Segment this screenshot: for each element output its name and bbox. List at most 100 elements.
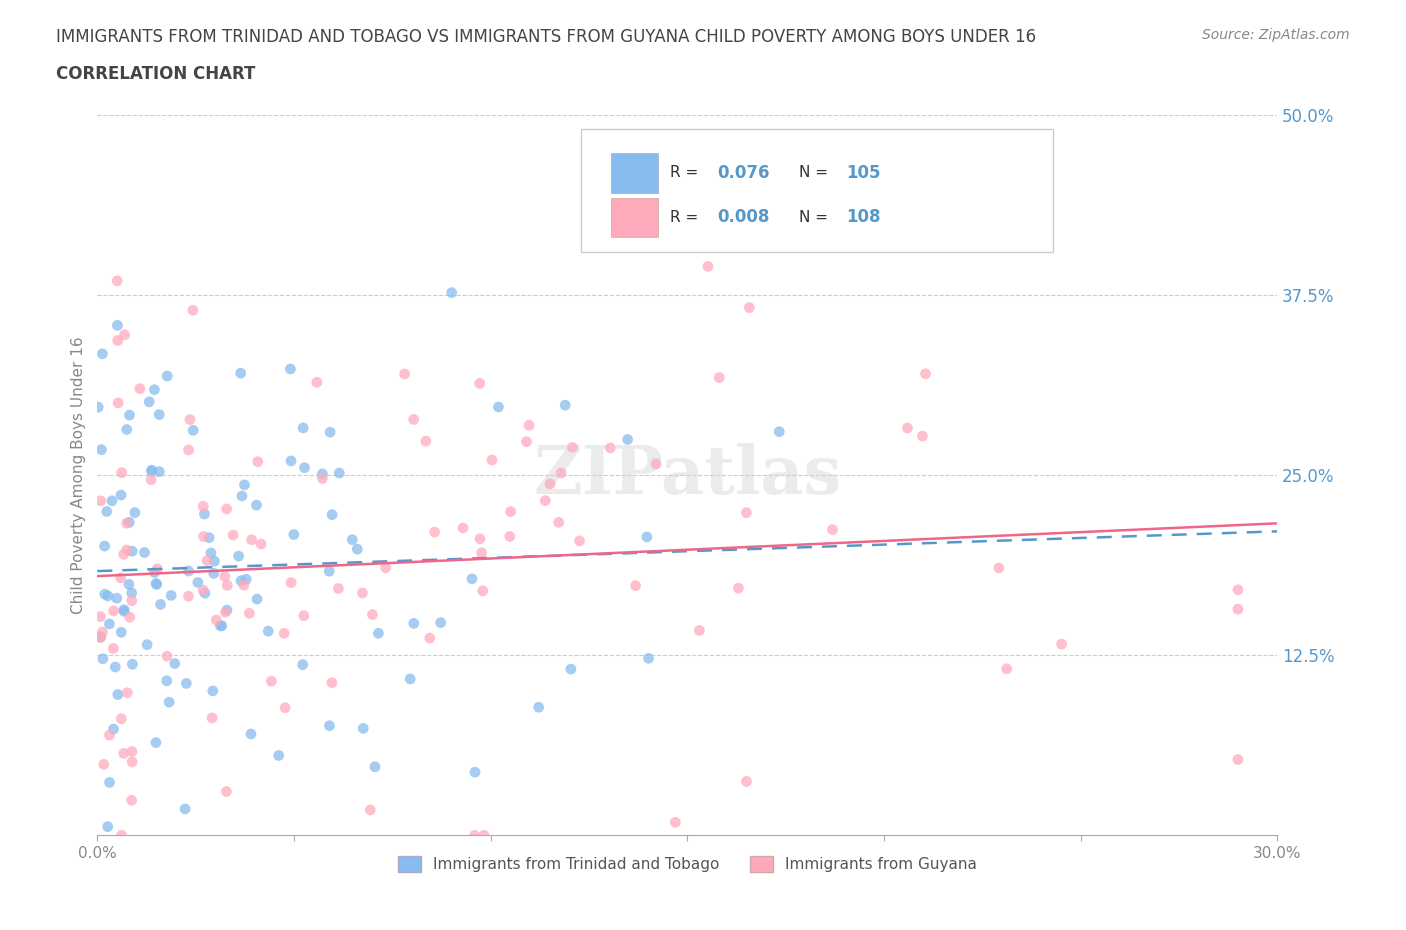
Point bbox=[214, 604, 236, 619]
Point bbox=[90, 494, 112, 509]
Text: 0.076: 0.076 bbox=[717, 164, 769, 181]
Point bbox=[128, 381, 150, 396]
Point bbox=[112, 604, 135, 618]
Point bbox=[246, 591, 269, 606]
Point bbox=[211, 618, 233, 633]
Point bbox=[118, 515, 141, 530]
Point bbox=[124, 505, 146, 520]
Point bbox=[118, 610, 141, 625]
Point bbox=[110, 625, 132, 640]
Point bbox=[637, 651, 659, 666]
Point bbox=[499, 504, 522, 519]
Point bbox=[481, 453, 503, 468]
Point bbox=[1226, 752, 1249, 767]
Point bbox=[235, 572, 257, 587]
Point bbox=[560, 661, 582, 676]
Point bbox=[148, 407, 170, 422]
Point bbox=[121, 793, 143, 808]
Point bbox=[280, 454, 302, 469]
Point bbox=[145, 576, 167, 591]
Y-axis label: Child Poverty Among Boys Under 16: Child Poverty Among Boys Under 16 bbox=[72, 337, 86, 614]
Point bbox=[318, 718, 340, 733]
Point bbox=[89, 631, 111, 645]
Point bbox=[238, 605, 260, 620]
Point bbox=[111, 465, 134, 480]
Point bbox=[328, 466, 350, 481]
Point bbox=[146, 562, 169, 577]
Point bbox=[217, 578, 239, 592]
Point bbox=[141, 464, 163, 479]
Point bbox=[415, 433, 437, 448]
Point bbox=[461, 571, 484, 586]
Point bbox=[995, 661, 1018, 676]
Point bbox=[198, 530, 221, 545]
Point bbox=[352, 586, 374, 601]
Point bbox=[464, 764, 486, 779]
Point bbox=[735, 774, 758, 789]
Point bbox=[321, 675, 343, 690]
Point bbox=[222, 527, 245, 542]
Point bbox=[534, 493, 557, 508]
Point bbox=[121, 593, 143, 608]
Point bbox=[191, 582, 214, 597]
Point bbox=[112, 603, 135, 618]
Point bbox=[110, 570, 132, 585]
Point bbox=[179, 412, 201, 427]
Text: 0.008: 0.008 bbox=[717, 208, 769, 226]
Point bbox=[305, 375, 328, 390]
Point bbox=[352, 721, 374, 736]
Text: R =: R = bbox=[669, 210, 703, 225]
Point bbox=[139, 472, 162, 487]
Point bbox=[181, 303, 204, 318]
Text: N =: N = bbox=[800, 210, 834, 225]
Point bbox=[115, 422, 138, 437]
Point bbox=[149, 597, 172, 612]
Point bbox=[328, 581, 350, 596]
Point bbox=[402, 616, 425, 631]
Point bbox=[193, 498, 215, 513]
Point bbox=[294, 460, 316, 475]
Point bbox=[193, 529, 215, 544]
Point bbox=[246, 454, 269, 469]
Point bbox=[440, 286, 463, 300]
Point bbox=[451, 521, 474, 536]
Point bbox=[229, 573, 252, 588]
Point bbox=[160, 588, 183, 603]
Point bbox=[163, 657, 186, 671]
Point bbox=[291, 658, 314, 672]
Bar bbox=[610, 198, 658, 237]
Point bbox=[177, 443, 200, 458]
Point bbox=[517, 418, 540, 432]
Point bbox=[98, 775, 121, 790]
Point bbox=[735, 505, 758, 520]
Point bbox=[118, 577, 141, 591]
Point bbox=[364, 760, 387, 775]
Point bbox=[423, 525, 446, 539]
Point bbox=[103, 722, 125, 737]
Point bbox=[233, 477, 256, 492]
Point bbox=[201, 711, 224, 725]
Point bbox=[280, 362, 302, 377]
Point bbox=[121, 544, 143, 559]
Point bbox=[89, 609, 111, 624]
Point bbox=[267, 748, 290, 763]
Point bbox=[215, 784, 238, 799]
Point bbox=[87, 400, 110, 415]
Bar bbox=[610, 153, 658, 193]
Point bbox=[488, 400, 510, 415]
Text: 108: 108 bbox=[846, 208, 882, 226]
Point bbox=[394, 366, 416, 381]
Point bbox=[464, 828, 486, 843]
Text: 105: 105 bbox=[846, 164, 882, 181]
Point bbox=[104, 659, 127, 674]
Point bbox=[283, 527, 305, 542]
Point bbox=[103, 604, 125, 618]
Point bbox=[117, 685, 139, 700]
Point bbox=[121, 754, 143, 769]
Point bbox=[200, 546, 222, 561]
Point bbox=[260, 673, 283, 688]
Point bbox=[107, 333, 129, 348]
Point bbox=[568, 534, 591, 549]
Point bbox=[292, 420, 315, 435]
FancyBboxPatch shape bbox=[581, 129, 1053, 252]
